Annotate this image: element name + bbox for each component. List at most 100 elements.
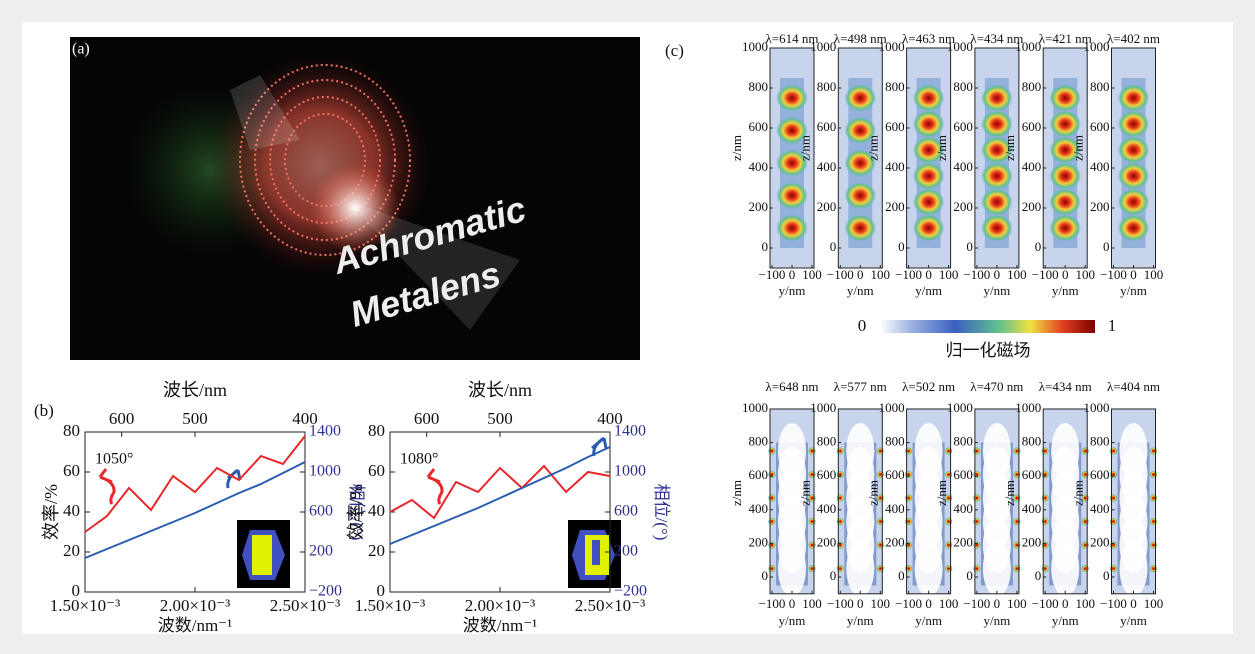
map-edge xyxy=(1041,518,1049,526)
map-lobe xyxy=(776,84,808,112)
map-lobe xyxy=(1118,214,1150,242)
map-edge xyxy=(876,541,884,549)
z-tick-label: 800 xyxy=(1022,434,1042,449)
z-axis-label: z/nm xyxy=(1002,480,1017,506)
z-tick-label: 600 xyxy=(953,119,973,134)
x-tick-label: 2.50×10⁻³ xyxy=(270,596,340,615)
y-tick-label: 0 xyxy=(857,267,864,282)
map-edge xyxy=(768,447,776,455)
annotation: 1080° xyxy=(400,451,438,468)
z-tick-label: 400 xyxy=(1090,159,1110,174)
map-edge xyxy=(945,471,953,479)
y-tick-label: 100 xyxy=(1007,596,1027,611)
y-tick-label: 0 xyxy=(925,596,932,611)
x2-tick-label: 500 xyxy=(487,409,513,428)
y-tick-label: 0 xyxy=(1130,267,1137,282)
z-tick-label: 800 xyxy=(953,434,973,449)
map-edge xyxy=(1081,471,1089,479)
map-lobe xyxy=(1118,110,1150,138)
y-tick-label: 100 xyxy=(802,596,822,611)
map-edge xyxy=(905,471,913,479)
z-tick-label: 600 xyxy=(885,467,905,482)
z-tick-label: 400 xyxy=(885,501,905,516)
z-tick-label: 600 xyxy=(749,467,769,482)
y-tick-label: 100 xyxy=(802,267,822,282)
map-edge xyxy=(808,447,816,455)
map-lobe xyxy=(913,162,945,190)
y-tick-label: 100 xyxy=(1144,267,1164,282)
map-edge xyxy=(1110,565,1118,573)
y-axis-label: 效率/% xyxy=(346,484,366,540)
map-edge xyxy=(1110,471,1118,479)
z-tick-label: 0 xyxy=(1035,568,1042,583)
map-edge xyxy=(836,541,844,549)
map-edge xyxy=(836,471,844,479)
x2-tick-label: 500 xyxy=(182,409,208,428)
y2-tick-label: 1000 xyxy=(309,463,341,480)
map-lobe xyxy=(776,182,808,210)
colorbar-min: 0 xyxy=(858,316,867,335)
map-edge xyxy=(836,494,844,502)
panel-label: (b) xyxy=(34,401,54,420)
colorbar-max: 1 xyxy=(1108,316,1117,335)
map-lobe xyxy=(1049,110,1081,138)
y-tick-label: 100 xyxy=(939,596,959,611)
z-tick-label: 200 xyxy=(953,534,973,549)
z-tick-label: 0 xyxy=(830,239,837,254)
map-lobe xyxy=(1120,423,1148,479)
map-edge xyxy=(1013,565,1021,573)
y-tick-label: 40 xyxy=(63,501,80,520)
y-tick-label: −100 xyxy=(1032,596,1059,611)
z-tick-label: 800 xyxy=(749,79,769,94)
z-tick-label: 1000 xyxy=(1015,400,1041,415)
map-title: λ=402 nm xyxy=(1107,31,1160,46)
map-edge xyxy=(1013,471,1021,479)
field-map xyxy=(1112,48,1156,268)
x-tick-label: 2.00×10⁻³ xyxy=(160,596,230,615)
map-lobe xyxy=(981,84,1013,112)
map-lobe xyxy=(981,162,1013,190)
map-edge xyxy=(1150,494,1158,502)
map-edge xyxy=(1150,565,1158,573)
map-edge xyxy=(768,471,776,479)
map-lobe xyxy=(1049,188,1081,216)
z-tick-label: 1000 xyxy=(1084,400,1110,415)
map-edge xyxy=(876,565,884,573)
map-edge xyxy=(1110,518,1118,526)
map-edge xyxy=(768,565,776,573)
y-tick-label: −100 xyxy=(963,596,990,611)
z-tick-label: 0 xyxy=(762,239,769,254)
map-lobe xyxy=(913,84,945,112)
top-axis-label: 波长/nm xyxy=(468,380,532,400)
map-edge xyxy=(905,565,913,573)
y-tick-label: 80 xyxy=(63,421,80,440)
z-tick-label: 1000 xyxy=(810,400,836,415)
map-title: λ=404 nm xyxy=(1107,379,1160,394)
y-tick-label: 0 xyxy=(1062,596,1069,611)
z-tick-label: 1000 xyxy=(810,39,836,54)
z-tick-label: 400 xyxy=(953,159,973,174)
z-tick-label: 400 xyxy=(749,159,769,174)
y-tick-label: −100 xyxy=(759,596,786,611)
z-tick-label: 0 xyxy=(898,239,905,254)
map-lobe xyxy=(913,110,945,138)
map-edge xyxy=(905,518,913,526)
z-tick-label: 400 xyxy=(885,159,905,174)
y-axis-label: y/nm xyxy=(779,283,806,298)
y-tick-label: −100 xyxy=(827,596,854,611)
map-lobe xyxy=(1049,214,1081,242)
z-tick-label: 600 xyxy=(749,119,769,134)
map-lobe xyxy=(1049,84,1081,112)
x-tick-label: 1.50×10⁻³ xyxy=(355,596,425,615)
map-edge xyxy=(1013,518,1021,526)
y-tick-label: 100 xyxy=(1075,596,1095,611)
map-title: λ=470 nm xyxy=(970,379,1023,394)
map-lobe xyxy=(846,423,874,479)
map-edge xyxy=(973,447,981,455)
map-edge xyxy=(768,494,776,502)
z-tick-label: 1000 xyxy=(742,400,768,415)
y-tick-label: 100 xyxy=(939,267,959,282)
y-tick-label: 0 xyxy=(1130,596,1137,611)
map-edge xyxy=(1150,541,1158,549)
map-lobe xyxy=(1049,162,1081,190)
